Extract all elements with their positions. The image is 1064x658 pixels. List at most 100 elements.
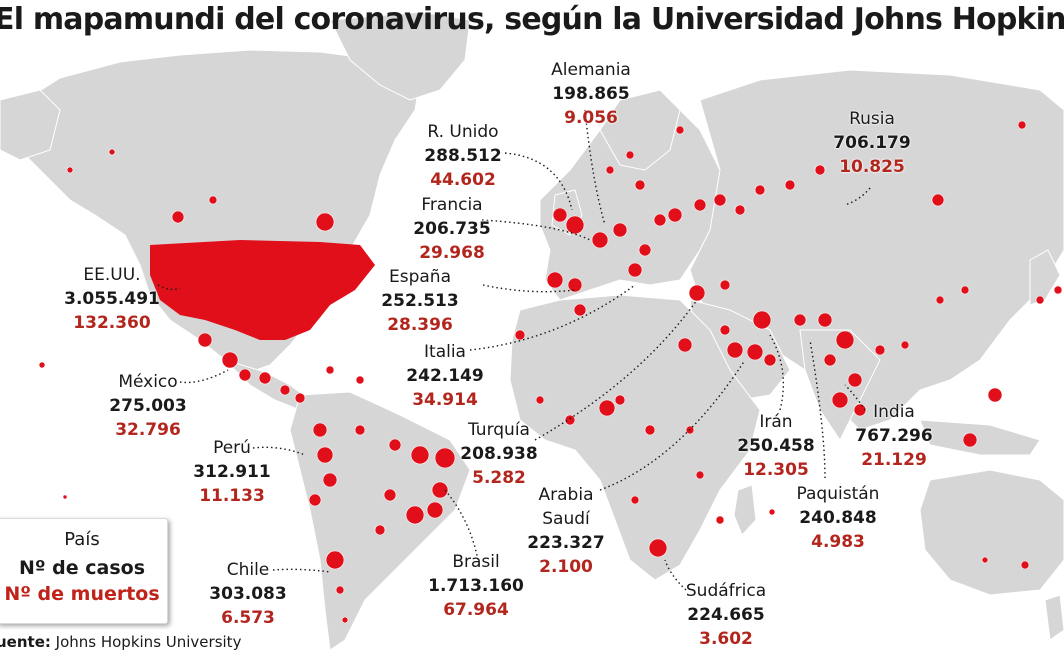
country-cases: 206.735 — [413, 219, 491, 239]
label-iran: Irán 250.458 12.305 — [716, 410, 836, 482]
case-dot — [962, 432, 978, 448]
country-name: Rusia — [849, 109, 895, 129]
case-dot — [354, 424, 366, 436]
case-dot — [814, 164, 826, 176]
case-dot — [675, 125, 685, 135]
case-dot — [853, 403, 867, 417]
case-dot — [325, 365, 335, 375]
case-dot — [335, 585, 345, 595]
case-dot — [426, 501, 444, 519]
case-dot — [598, 399, 616, 417]
land-indonesia — [919, 419, 1041, 456]
label-pakistan: Paquistán 240.848 4.983 — [778, 482, 898, 554]
country-cases: 312.911 — [193, 462, 271, 482]
case-dot — [713, 193, 727, 207]
leader-line-chile — [272, 568, 331, 573]
map-title: El mapamundi del coronavirus, según la U… — [0, 2, 1064, 37]
case-dot — [108, 148, 116, 156]
country-cases: 250.458 — [737, 436, 815, 456]
country-name: Irán — [759, 412, 793, 432]
label-francia: Francia 206.735 29.968 — [392, 193, 512, 265]
label-sudafrica: Sudáfrica 224.665 3.602 — [666, 579, 786, 651]
country-cases: 223.327 — [527, 533, 605, 553]
case-dot — [614, 394, 626, 406]
source-label: uente: — [0, 633, 51, 651]
case-dot — [1017, 120, 1027, 130]
land-new-zealand — [1044, 594, 1064, 641]
case-dot — [874, 344, 886, 356]
country-name: España — [389, 267, 451, 287]
case-dot — [316, 446, 334, 464]
source-text: Johns Hopkins University — [55, 633, 242, 651]
case-dot — [38, 361, 46, 369]
country-cases: 1.713.160 — [428, 576, 524, 596]
case-dot — [388, 438, 402, 452]
case-dot — [341, 616, 349, 624]
case-dot — [612, 222, 628, 238]
case-dot — [719, 324, 731, 336]
case-dot — [374, 524, 386, 536]
country-deaths: 6.573 — [221, 608, 275, 628]
case-dot — [355, 375, 365, 385]
leader-line-turquia — [534, 299, 698, 441]
case-dot — [719, 279, 731, 291]
case-dot — [434, 447, 456, 469]
case-dot — [546, 271, 564, 289]
case-dot — [322, 472, 338, 488]
country-name: Chile — [226, 560, 270, 580]
case-dot — [981, 556, 989, 564]
case-dot — [605, 165, 615, 175]
country-cases: 198.865 — [552, 84, 630, 104]
case-dot — [221, 351, 239, 369]
case-dot — [279, 384, 291, 396]
country-deaths: 21.129 — [861, 450, 927, 470]
case-dot — [325, 550, 345, 570]
land-madagascar — [733, 484, 757, 536]
case-dot — [573, 303, 587, 317]
case-dot — [734, 204, 746, 216]
case-dot — [823, 353, 837, 367]
case-dot — [208, 195, 218, 205]
country-name: Arabia Saudí — [538, 485, 594, 529]
case-dot — [567, 277, 583, 293]
case-dot — [695, 470, 705, 480]
leader-line-alemania — [584, 109, 606, 226]
case-dot — [726, 341, 744, 359]
case-dot — [308, 493, 322, 507]
case-dot — [644, 424, 656, 436]
case-dot — [688, 284, 706, 302]
case-dot — [648, 538, 668, 558]
country-deaths: 10.825 — [839, 157, 905, 177]
case-dot — [625, 150, 635, 160]
leader-line-espana — [482, 284, 576, 293]
country-cases: 288.512 — [424, 146, 502, 166]
legend-country: País — [64, 529, 100, 550]
case-dot — [383, 488, 397, 502]
label-reino-unido: R. Unido 288.512 44.602 — [403, 120, 523, 192]
land-greenland — [329, 11, 471, 101]
case-dot — [931, 193, 945, 207]
case-dot — [591, 231, 609, 249]
case-dot — [627, 262, 643, 278]
land-australia — [919, 469, 1064, 596]
case-dot — [66, 166, 74, 174]
legend-deaths: Nº de muertos — [4, 583, 160, 605]
case-dot — [638, 243, 652, 257]
case-dot — [935, 295, 945, 305]
case-dot — [793, 313, 807, 327]
usa-hotspot-area — [150, 240, 375, 340]
case-dot — [987, 387, 1003, 403]
case-dot — [630, 495, 640, 505]
label-italia: Italia 242.149 34.914 — [385, 340, 505, 412]
source-note: uente: Johns Hopkins University — [0, 633, 241, 651]
leader-line-pakistan — [809, 339, 826, 479]
label-chile: Chile 303.083 6.573 — [188, 558, 308, 630]
country-cases: 706.179 — [833, 133, 911, 153]
case-dot — [514, 329, 526, 341]
country-deaths: 12.305 — [743, 460, 809, 480]
case-dot — [171, 210, 185, 224]
legend-cases: Nº de casos — [18, 557, 146, 579]
country-name: Perú — [213, 438, 251, 458]
country-cases: 252.513 — [381, 291, 459, 311]
